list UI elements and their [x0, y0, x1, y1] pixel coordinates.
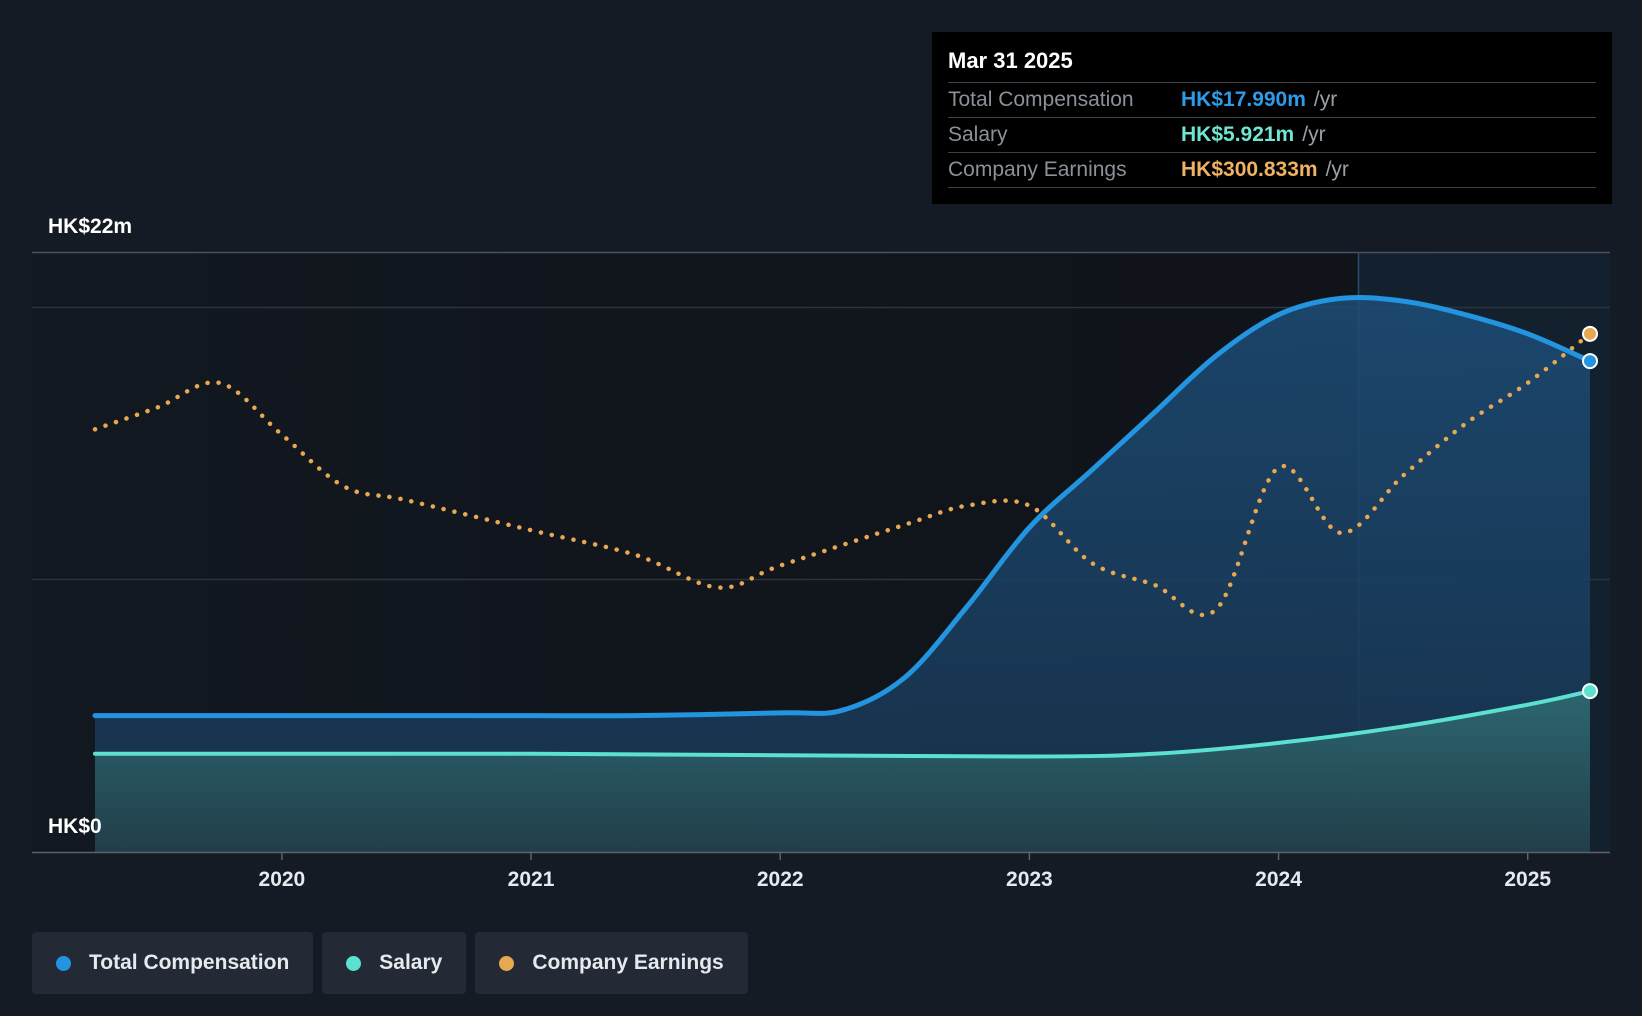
- legend: Total Compensation Salary Company Earnin…: [32, 932, 748, 994]
- tooltip-date: Mar 31 2025: [948, 46, 1596, 83]
- legend-item-salary[interactable]: Salary: [322, 932, 467, 994]
- salary-area: [95, 691, 1590, 852]
- y-axis-top-label: HK$22m: [48, 215, 133, 238]
- legend-label: Company Earnings: [532, 951, 724, 974]
- x-axis-ticks: 2020 2021 2022 2023 2024 2025: [259, 852, 1551, 891]
- total-compensation-end-point: [1582, 353, 1598, 370]
- tooltip-unit: /yr: [1302, 123, 1326, 146]
- x-tick-label: 2024: [1255, 868, 1302, 891]
- tooltip: Mar 31 2025 Total Compensation HK$17.990…: [932, 32, 1612, 204]
- company-earnings-line: [92, 331, 1593, 618]
- legend-item-total-compensation[interactable]: Total Compensation: [32, 932, 314, 994]
- tooltip-row-salary: Salary HK$5.921m /yr: [948, 118, 1596, 153]
- tooltip-value: HK$17.990m: [1181, 88, 1306, 111]
- tooltip-label: Company Earnings: [948, 158, 1127, 181]
- salary-dot-icon: [346, 955, 362, 971]
- x-tick-label: 2023: [1006, 868, 1053, 891]
- company-earnings-dot-icon: [499, 955, 515, 971]
- legend-item-company-earnings[interactable]: Company Earnings: [475, 932, 748, 994]
- x-tick-label: 2025: [1504, 868, 1551, 891]
- x-tick-label: 2022: [757, 868, 804, 891]
- tooltip-unit: /yr: [1325, 158, 1349, 181]
- total-compensation-area: [95, 297, 1590, 852]
- tooltip-value: HK$5.921m: [1181, 123, 1295, 146]
- legend-label: Salary: [379, 951, 443, 974]
- tooltip-row-total-compensation: Total Compensation HK$17.990m /yr: [948, 83, 1596, 118]
- salary-line: [93, 689, 1592, 759]
- series-layer: [92, 294, 1598, 852]
- company-earnings-end-point: [1582, 325, 1598, 342]
- tooltip-row-company-earnings: Company Earnings HK$300.833m /yr: [948, 153, 1596, 188]
- x-tick-label: 2020: [259, 868, 306, 891]
- tooltip-label: Total Compensation: [948, 88, 1134, 111]
- salary-end-point: [1582, 683, 1598, 700]
- tooltip-label: Salary: [948, 123, 1008, 146]
- total-compensation-line: [92, 294, 1593, 719]
- y-axis-bottom-label: HK$0: [48, 815, 102, 838]
- tooltip-value: HK$300.833m: [1181, 158, 1318, 181]
- x-tick-label: 2021: [508, 868, 555, 891]
- total-compensation-dot-icon: [56, 955, 71, 971]
- tooltip-unit: /yr: [1313, 88, 1338, 111]
- legend-label: Total Compensation: [89, 951, 290, 974]
